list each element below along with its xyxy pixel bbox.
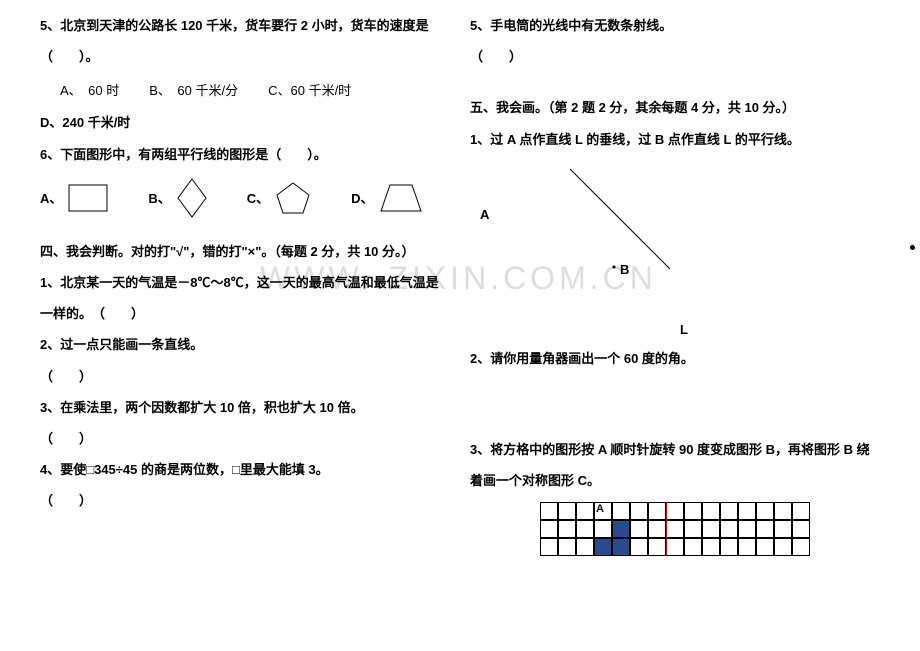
- shape-a: A、: [40, 184, 108, 212]
- point-a-label: A: [480, 207, 490, 222]
- judge2-blank: （ ）: [40, 361, 450, 392]
- q5-blank: （ ）。: [40, 41, 450, 72]
- q5-text: 5、北京到天津的公路长 120 千米，货车要行 2 小时，货车的速度是: [40, 10, 450, 41]
- q6-shapes: A、 B、 C、 D、: [40, 178, 450, 218]
- shape-c-label: C、: [247, 188, 269, 207]
- shape-c: C、: [247, 181, 311, 215]
- draw2: 2、请你用量角器画出一个 60 度的角。: [470, 343, 880, 374]
- draw1-svg: A B L: [470, 159, 870, 339]
- section4-title: 四、我会判断。对的打"√"，错的打"×"。（每题 2 分，共 10 分。）: [40, 236, 450, 267]
- trapezoid-icon: [380, 183, 422, 213]
- rectangle-icon: [68, 184, 108, 212]
- diamond-icon: [177, 178, 207, 218]
- judge1b: 一样的。 （ ）: [40, 298, 450, 329]
- draw3: 3、将方格中的图形按 A 顺时针旋转 90 度变成图形 B，再将图形 B 绕: [470, 434, 880, 465]
- judge3: 3、在乘法里，两个因数都扩大 10 倍，积也扩大 10 倍。: [40, 392, 450, 423]
- shape-a-label: A、: [40, 188, 62, 207]
- shape-b-label: B、: [148, 188, 170, 207]
- q5-opt-a: A、 60 时: [60, 80, 119, 99]
- left-column: 5、北京到天津的公路长 120 千米，货车要行 2 小时，货车的速度是 （ ）。…: [30, 10, 460, 641]
- section5-title: 五、我会画。（第 2 题 2 分，其余每题 4 分，共 10 分。）: [470, 92, 880, 123]
- shape-b: B、: [148, 178, 206, 218]
- point-b-label: B: [620, 262, 629, 277]
- draw2-space: [470, 374, 880, 434]
- q5-opt-d: D、240 千米/时: [40, 107, 450, 138]
- draw3b: 着画一个对称图形 C。: [470, 465, 880, 496]
- judge5-blank: （ ）: [470, 41, 880, 72]
- judge4: 4、要使□345÷45 的商是两位数，□里最大能填 3。: [40, 454, 450, 485]
- right-column: 5、手电筒的光线中有无数条射线。 （ ） 五、我会画。（第 2 题 2 分，其余…: [460, 10, 890, 641]
- pentagon-icon: [275, 181, 311, 215]
- side-bullet: [910, 245, 915, 250]
- q5-options: A、 60 时 B、 60 千米/分 C、60 千米/时: [60, 80, 450, 99]
- shape-d: D、: [351, 183, 421, 213]
- judge2: 2、过一点只能画一条直线。: [40, 329, 450, 360]
- q5-opt-c: C、60 千米/时: [268, 80, 351, 99]
- judge3-blank: （ ）: [40, 423, 450, 454]
- judge1: 1、北京某一天的气温是－8℃～8℃，这一天的最高气温和最低气温是: [40, 267, 450, 298]
- draw1-figure: A B L: [470, 159, 880, 339]
- grid-wrap: A: [470, 502, 880, 556]
- shape-d-label: D、: [351, 188, 373, 207]
- judge5: 5、手电筒的光线中有无数条射线。: [470, 10, 880, 41]
- grid: A: [540, 502, 810, 556]
- q6-text: 6、下面图形中，有两组平行线的图形是（ ）。: [40, 139, 450, 170]
- grid-axis: [666, 502, 667, 556]
- grid-a-label: A: [596, 503, 604, 515]
- point-b-dot: [613, 265, 616, 268]
- judge4-blank: （ ）: [40, 485, 450, 516]
- line-l-label: L: [680, 322, 688, 337]
- q5-opt-b: B、 60 千米/分: [149, 80, 238, 99]
- draw1: 1、过 A 点作直线 L 的垂线，过 B 点作直线 L 的平行线。: [470, 124, 880, 155]
